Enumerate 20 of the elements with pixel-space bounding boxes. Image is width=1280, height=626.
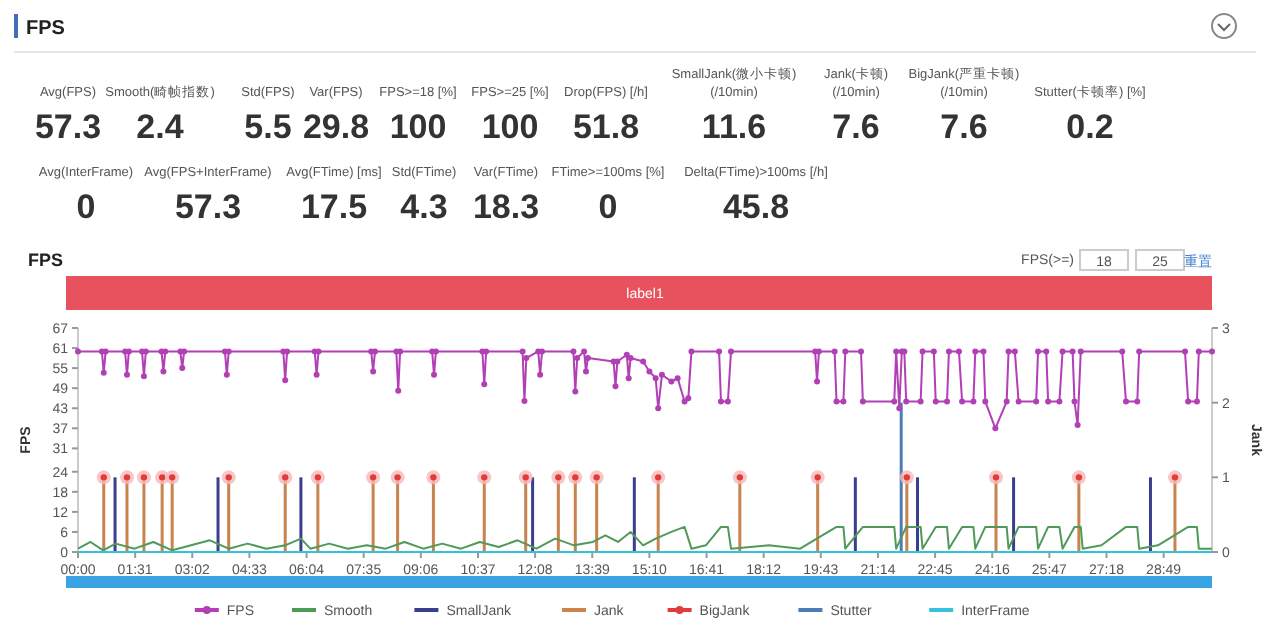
text: FPS bbox=[26, 18, 66, 40]
text: 17.5 bbox=[300, 188, 368, 226]
text: 29.8 bbox=[302, 108, 370, 146]
text: 57.3 bbox=[34, 108, 102, 146]
text: 11.6 bbox=[701, 108, 767, 146]
text: 0 bbox=[598, 188, 618, 226]
chart-title: FPS bbox=[28, 250, 64, 270]
text: 0.2 bbox=[1066, 108, 1114, 146]
text: 45.8 bbox=[722, 188, 790, 226]
text: 51.8 bbox=[572, 108, 640, 146]
text: 7.6 bbox=[940, 108, 988, 146]
text: 5.5 bbox=[244, 108, 292, 146]
text: 4.3 bbox=[400, 188, 448, 226]
text: 57.3 bbox=[174, 188, 242, 226]
line-series bbox=[77, 525, 1213, 552]
text: 7.6 bbox=[832, 108, 880, 146]
text: 2.4 bbox=[136, 108, 185, 146]
text: 100 bbox=[389, 108, 447, 146]
text: 100 bbox=[481, 108, 539, 146]
text: 18.3 bbox=[472, 188, 540, 226]
